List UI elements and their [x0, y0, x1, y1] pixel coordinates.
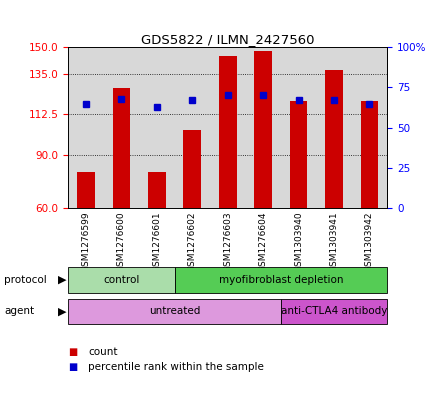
Text: ▶: ▶	[58, 275, 66, 285]
Text: ■: ■	[68, 362, 77, 373]
Bar	[254, 51, 272, 208]
Text: protocol: protocol	[4, 275, 47, 285]
Bar	[281, 299, 387, 324]
Bar	[219, 56, 237, 208]
Bar	[77, 173, 95, 208]
Bar	[290, 101, 308, 208]
Text: untreated: untreated	[149, 307, 200, 316]
Bar	[68, 299, 281, 324]
Bar	[183, 130, 201, 208]
Text: ▶: ▶	[58, 307, 66, 316]
Text: ■: ■	[68, 347, 77, 357]
Bar	[325, 70, 343, 208]
Bar	[361, 101, 378, 208]
Bar	[68, 267, 175, 293]
Bar	[113, 88, 130, 208]
Bar	[175, 267, 387, 293]
Text: agent: agent	[4, 307, 34, 316]
Text: percentile rank within the sample: percentile rank within the sample	[88, 362, 264, 373]
Text: control: control	[103, 275, 139, 285]
Text: anti-CTLA4 antibody: anti-CTLA4 antibody	[281, 307, 387, 316]
Bar	[148, 173, 166, 208]
Text: myofibroblast depletion: myofibroblast depletion	[219, 275, 343, 285]
Title: GDS5822 / ILMN_2427560: GDS5822 / ILMN_2427560	[141, 33, 315, 46]
Text: count: count	[88, 347, 117, 357]
